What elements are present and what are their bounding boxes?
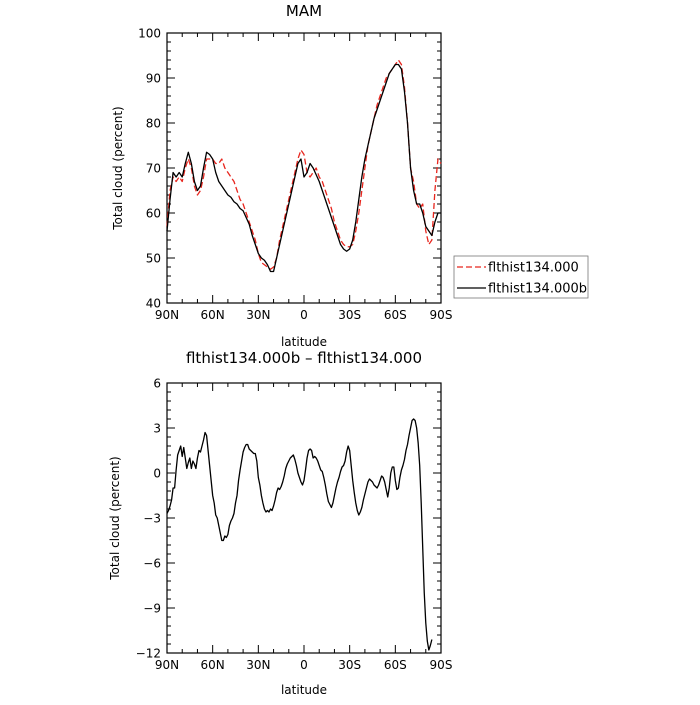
x-tick-label: 30N [246, 658, 270, 672]
legend: flthist134.000 flthist134.000b [453, 255, 589, 299]
top-series-lines [166, 59, 442, 273]
bottom-y-ticks: −12 −9 −6 −3 0 3 6 [136, 377, 441, 661]
top-x-axis-label: latitude [281, 335, 327, 349]
y-tick-label: −6 [143, 557, 161, 571]
y-tick-label: −3 [143, 512, 161, 526]
y-tick-label: 80 [146, 117, 161, 131]
legend-label-series-2: flthist134.000b [488, 282, 587, 297]
y-tick-label: −12 [136, 647, 161, 661]
y-tick-label: 100 [138, 27, 161, 41]
bottom-panel: flthist134.000b – flthist134.000 −12 −9 −6… [108, 349, 452, 697]
y-tick-label: 60 [146, 207, 161, 221]
x-tick-label: 60S [384, 658, 407, 672]
y-tick-label: 6 [153, 377, 161, 391]
top-y-ticks: 40 50 60 70 80 90 100 [138, 27, 441, 311]
top-series-line-2 [166, 63, 441, 273]
top-y-axis-label: Total cloud (percent) [111, 106, 125, 230]
bottom-y-axis-label: Total cloud (percent) [108, 456, 122, 580]
x-tick-label: 90N [155, 308, 179, 322]
x-tick-label: 30N [246, 308, 270, 322]
x-tick-label: 30S [338, 658, 361, 672]
x-tick-label: 90S [430, 658, 453, 672]
y-tick-label: 90 [146, 72, 161, 86]
bottom-series-line-1 [166, 418, 433, 651]
y-tick-label: 70 [146, 162, 161, 176]
top-series-line-1 [166, 59, 442, 270]
x-tick-label: 60S [384, 308, 407, 322]
legend-box [453, 255, 589, 299]
y-tick-label: 3 [153, 422, 161, 436]
top-x-ticks: 90N 60N 30N 0 30S 60S 90S [155, 33, 453, 322]
x-tick-label: 60N [201, 308, 225, 322]
y-tick-label: 0 [153, 467, 161, 481]
x-tick-label: 0 [300, 308, 308, 322]
x-tick-label: 0 [300, 658, 308, 672]
x-tick-label: 90N [155, 658, 179, 672]
bottom-plot-frame [166, 382, 442, 654]
legend-label-series-1: flthist134.000 [488, 261, 579, 276]
bottom-x-ticks: 90N 60N 30N 0 30S 60S 90S [155, 383, 453, 672]
y-tick-label: 40 [146, 297, 161, 311]
x-tick-label: 60N [201, 658, 225, 672]
bottom-series-lines [166, 418, 433, 651]
top-plot-frame [166, 32, 442, 304]
x-tick-label: 90S [430, 308, 453, 322]
y-tick-label: 50 [146, 252, 161, 266]
bottom-x-axis-label: latitude [281, 683, 327, 697]
y-tick-label: −9 [143, 602, 161, 616]
bottom-chart-title: flthist134.000b – flthist134.000 [186, 349, 422, 367]
top-chart-title: MAM [286, 2, 322, 20]
x-tick-label: 30S [338, 308, 361, 322]
